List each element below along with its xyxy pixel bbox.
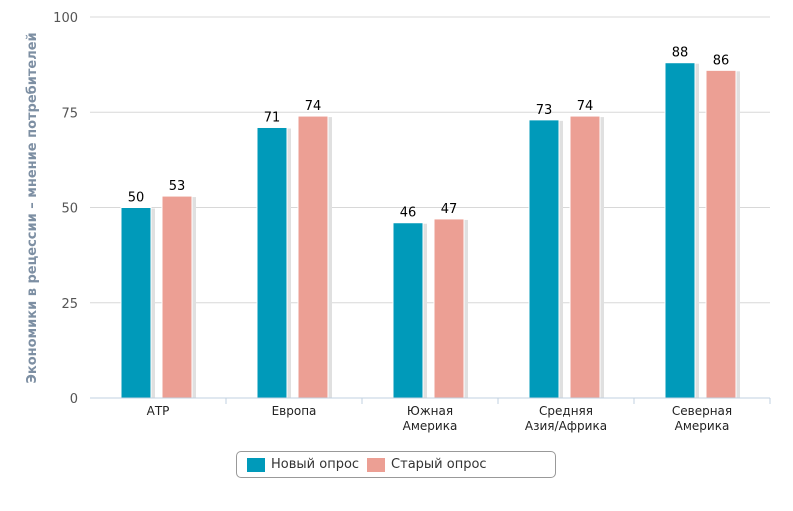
legend-item-old[interactable]: Старый опрос xyxy=(367,457,487,472)
data-label: 46 xyxy=(400,206,417,221)
bar[interactable] xyxy=(569,115,601,399)
bar[interactable] xyxy=(161,195,193,399)
y-tick-label: 75 xyxy=(61,106,78,121)
x-tick-label: Южная xyxy=(407,404,453,418)
y-axis-title: Экономики в рецессии – мнение потребител… xyxy=(25,32,40,383)
x-tick-label: Европа xyxy=(272,404,317,418)
legend-label: Новый опрос xyxy=(271,457,360,472)
data-label: 74 xyxy=(305,99,322,114)
bar[interactable] xyxy=(392,222,424,399)
legend: Новый опрос Старый опрос xyxy=(236,451,556,478)
x-tick-label: Северная xyxy=(672,404,732,418)
data-label: 88 xyxy=(672,46,689,61)
data-label: 53 xyxy=(169,179,186,194)
data-label: 74 xyxy=(577,99,594,114)
data-label: 47 xyxy=(441,202,458,217)
bar[interactable] xyxy=(705,69,737,399)
y-tick-label: 50 xyxy=(61,202,78,217)
bar[interactable] xyxy=(297,115,329,399)
x-tick-label: Азия/Африка xyxy=(525,419,607,433)
y-tick-label: 100 xyxy=(53,11,78,26)
data-label: 86 xyxy=(713,53,730,68)
legend-item-new[interactable]: Новый опрос xyxy=(247,457,359,472)
bar[interactable] xyxy=(528,119,560,399)
bar[interactable] xyxy=(433,218,465,399)
data-label: 73 xyxy=(536,103,553,118)
x-tick-label: Средняя xyxy=(539,404,593,418)
bar[interactable] xyxy=(664,62,696,399)
bar[interactable] xyxy=(256,126,288,399)
y-tick-label: 25 xyxy=(61,297,78,312)
legend-label: Старый опрос xyxy=(391,457,487,472)
legend-swatch xyxy=(247,457,265,472)
bar[interactable] xyxy=(120,207,152,399)
legend-swatch xyxy=(367,457,386,472)
x-tick-label: Америка xyxy=(403,419,458,433)
data-label: 71 xyxy=(264,110,281,125)
x-tick-label: АТР xyxy=(147,404,170,418)
bar-chart: 0 25 50 75 100 Экономики в рецессии – мнение … xyxy=(25,11,771,433)
data-label: 50 xyxy=(128,191,145,206)
y-tick-label: 0 xyxy=(70,392,78,407)
x-tick-label: Америка xyxy=(675,419,730,433)
